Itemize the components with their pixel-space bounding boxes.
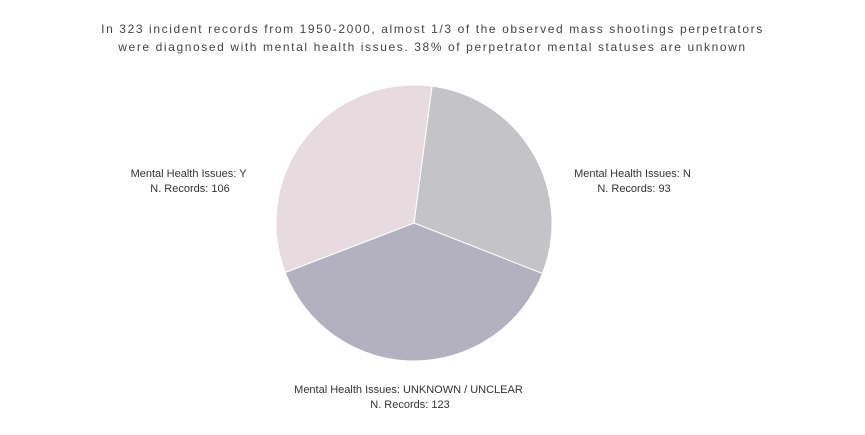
slice-label-y-line-2: N. Records: 106 [150, 183, 229, 195]
slice-label-unknown: Mental Health Issues: UNKNOWN / UNCLEAR … [294, 384, 526, 411]
pie-slice-n [413, 85, 553, 275]
slice-label-n-line-2: N. Records: 93 [597, 183, 670, 195]
pie-slice-y [275, 84, 433, 274]
chart-title: In 323 incident records from 1950-2000, … [0, 20, 865, 56]
pie-labels: Mental Health Issues: N N. Records: 93 M… [131, 168, 694, 411]
pie-slices [275, 84, 553, 362]
slice-label-n: Mental Health Issues: N N. Records: 93 [574, 168, 694, 195]
slice-label-y-line-1: Mental Health Issues: Y [131, 168, 248, 180]
slice-label-unknown-line-2: N. Records: 123 [370, 399, 449, 411]
slice-label-y: Mental Health Issues: Y N. Records: 106 [131, 168, 250, 195]
slice-label-n-line-1: Mental Health Issues: N [574, 168, 691, 180]
chart-title-line-1: In 323 incident records from 1950-2000, … [101, 22, 764, 36]
chart-title-line-2: were diagnosed with mental health issues… [118, 40, 747, 54]
slice-label-unknown-line-1: Mental Health Issues: UNKNOWN / UNCLEAR [294, 384, 523, 396]
pie-slice-unknown-unclear [284, 222, 544, 362]
